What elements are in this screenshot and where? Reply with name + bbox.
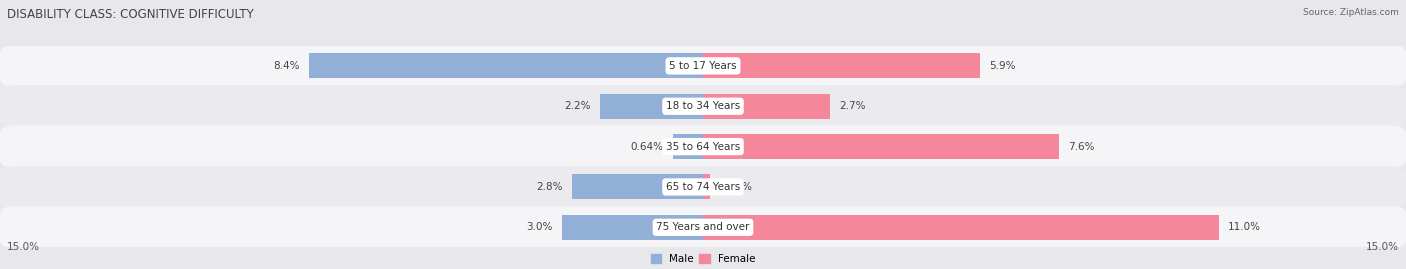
Bar <box>703 53 980 79</box>
Legend: Male, Female: Male, Female <box>651 254 755 264</box>
Text: 75 Years and over: 75 Years and over <box>657 222 749 232</box>
FancyBboxPatch shape <box>0 126 1406 168</box>
Text: 35 to 64 Years: 35 to 64 Years <box>666 141 740 152</box>
FancyBboxPatch shape <box>0 206 1406 248</box>
Text: 7.6%: 7.6% <box>1069 141 1095 152</box>
Text: 2.7%: 2.7% <box>839 101 866 111</box>
Bar <box>600 94 703 119</box>
FancyBboxPatch shape <box>0 166 1406 208</box>
Text: 18 to 34 Years: 18 to 34 Years <box>666 101 740 111</box>
FancyBboxPatch shape <box>0 85 1406 127</box>
Text: 5 to 17 Years: 5 to 17 Years <box>669 61 737 71</box>
Bar <box>562 215 703 240</box>
Text: 15.0%: 15.0% <box>1367 242 1399 252</box>
Bar <box>703 215 1219 240</box>
Bar <box>703 94 830 119</box>
Text: 0.15%: 0.15% <box>720 182 752 192</box>
Text: DISABILITY CLASS: COGNITIVE DIFFICULTY: DISABILITY CLASS: COGNITIVE DIFFICULTY <box>7 8 253 21</box>
Text: 0.64%: 0.64% <box>631 141 664 152</box>
Text: 2.2%: 2.2% <box>564 101 591 111</box>
Text: 65 to 74 Years: 65 to 74 Years <box>666 182 740 192</box>
Text: 11.0%: 11.0% <box>1227 222 1261 232</box>
Text: 2.8%: 2.8% <box>536 182 562 192</box>
Bar <box>673 134 703 159</box>
Text: 3.0%: 3.0% <box>527 222 553 232</box>
Text: 5.9%: 5.9% <box>988 61 1015 71</box>
Bar <box>309 53 703 79</box>
Text: 15.0%: 15.0% <box>7 242 39 252</box>
Text: Source: ZipAtlas.com: Source: ZipAtlas.com <box>1303 8 1399 17</box>
Bar <box>703 134 1059 159</box>
Bar <box>572 175 703 200</box>
Text: 8.4%: 8.4% <box>273 61 299 71</box>
Bar <box>703 175 710 200</box>
FancyBboxPatch shape <box>0 45 1406 87</box>
